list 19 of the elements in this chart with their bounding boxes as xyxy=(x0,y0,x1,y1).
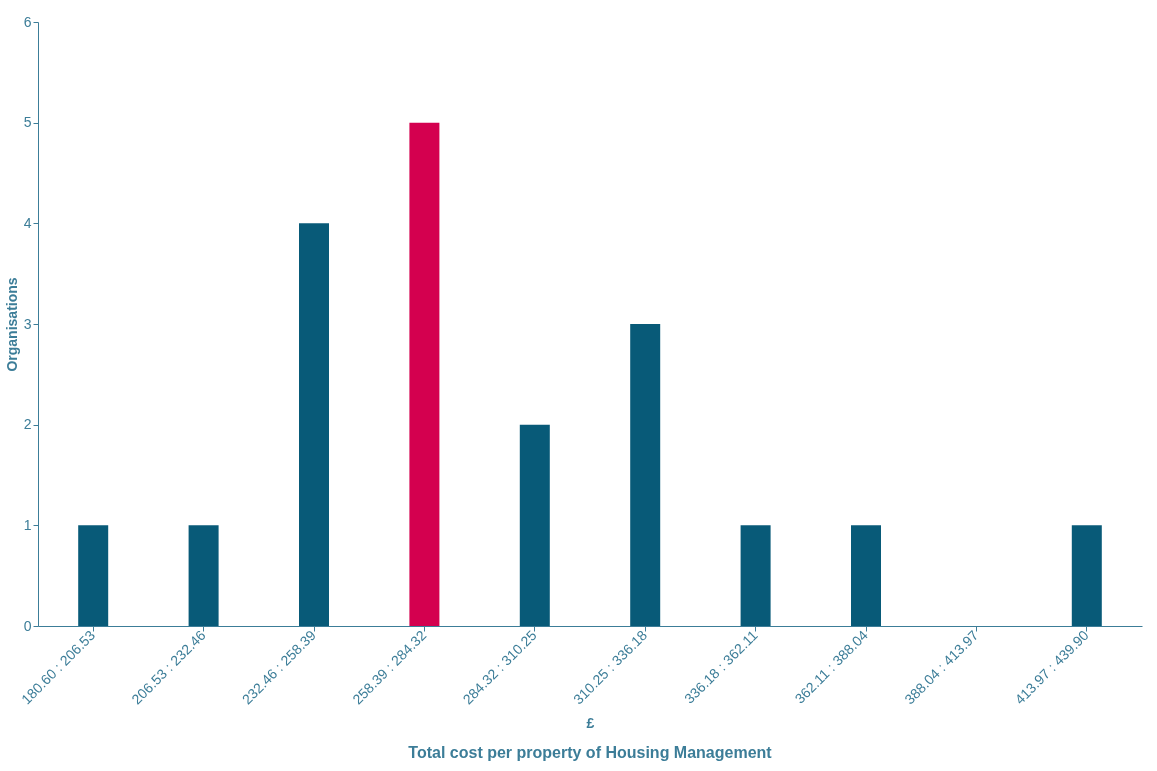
text: Total cost per property of Housing Management xyxy=(408,743,773,761)
bar xyxy=(851,525,881,626)
y-tick-label: 5 xyxy=(23,114,32,131)
bar xyxy=(188,525,219,626)
bar xyxy=(299,223,329,626)
bar xyxy=(519,424,550,626)
x-axis-title: £ xyxy=(586,715,595,732)
y-axis-title: Organisations xyxy=(3,277,20,372)
bar xyxy=(630,324,661,626)
y-tick-label: 2 xyxy=(23,416,32,433)
y-tick-label: 6 xyxy=(23,13,32,30)
y-tick-label: 1 xyxy=(23,516,32,533)
y-tick-label: 4 xyxy=(23,214,32,231)
y-tick-label: 0 xyxy=(23,617,32,634)
y-tick-label: 3 xyxy=(23,315,32,332)
bar xyxy=(740,525,771,626)
bar xyxy=(409,122,440,626)
bar xyxy=(78,525,109,626)
bar xyxy=(1071,525,1102,626)
